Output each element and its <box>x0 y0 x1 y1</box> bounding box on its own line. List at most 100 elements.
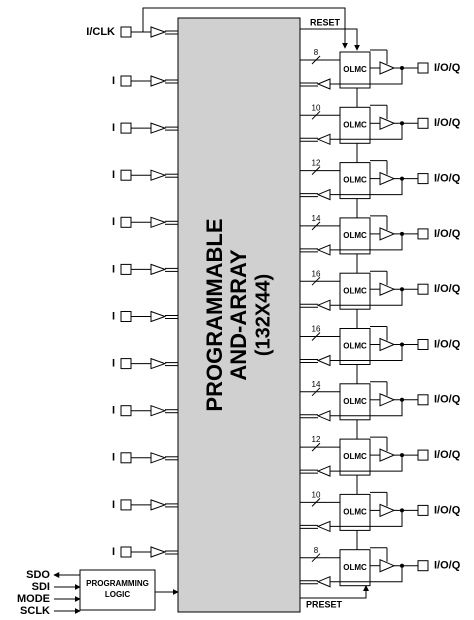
feedback-wire <box>330 289 403 306</box>
term-count: 12 <box>312 159 321 168</box>
io-pin <box>417 228 429 240</box>
io-pin <box>417 173 429 185</box>
output-buffer <box>379 393 396 407</box>
olmc-box <box>339 162 371 200</box>
feedback-buffer <box>316 133 331 146</box>
term-count: 14 <box>312 380 321 389</box>
preset-wire <box>300 584 369 599</box>
wire <box>311 221 321 231</box>
feedback-buffer <box>316 575 331 588</box>
input-pin <box>120 122 132 134</box>
array-label: AND-ARRAY <box>226 249 251 381</box>
prog-signal-label: SDO <box>26 569 50 581</box>
input-buffer <box>150 216 167 229</box>
array-label: (132X44) <box>252 274 274 356</box>
output-buffer <box>379 116 396 131</box>
input-pin <box>120 499 132 511</box>
input-pin <box>120 26 132 38</box>
prog-signal-label: MODE <box>17 593 50 605</box>
preset-label: PRESET <box>306 599 343 609</box>
node <box>400 453 404 458</box>
input-buffer <box>150 499 167 511</box>
io-pin <box>417 62 429 74</box>
output-buffer <box>379 282 396 296</box>
output-buffer <box>379 227 396 241</box>
node <box>400 176 404 181</box>
olmc-label: OLMC <box>343 397 367 406</box>
olmc-box <box>339 383 371 421</box>
wire <box>311 387 321 397</box>
input-buffer <box>150 546 167 558</box>
io-pin <box>417 394 429 406</box>
term-count: 16 <box>312 269 321 278</box>
input-pin <box>120 358 132 370</box>
input-pin <box>120 216 132 228</box>
feedback-wire <box>330 233 403 251</box>
feedback-wire <box>330 68 403 85</box>
feedback-wire <box>330 344 403 361</box>
olmc-label: OLMC <box>343 176 367 185</box>
input-pin <box>120 75 132 87</box>
input-pin <box>120 405 132 417</box>
io-label: I/O/Q <box>434 173 461 185</box>
term-count: 14 <box>312 214 321 223</box>
io-pin <box>417 339 429 350</box>
olmc-label: OLMC <box>343 120 367 129</box>
olmc-box <box>339 106 371 144</box>
node <box>400 508 404 513</box>
olmc-box <box>339 438 371 476</box>
term-count: 16 <box>312 325 321 334</box>
output-buffer <box>379 558 396 573</box>
wire <box>311 55 321 65</box>
input-label: I <box>112 452 115 464</box>
input-label: I/CLK <box>86 26 115 38</box>
input-buffer <box>150 263 167 276</box>
input-buffer <box>150 404 167 417</box>
and-array <box>177 17 301 613</box>
input-label: I <box>112 122 115 134</box>
olmc-box <box>339 549 371 587</box>
io-pin <box>417 449 429 461</box>
io-pin <box>417 117 429 129</box>
node <box>400 563 404 568</box>
prog-logic-box <box>79 569 156 611</box>
input-buffer <box>150 122 167 134</box>
input-buffer <box>150 310 167 323</box>
input-label: I <box>112 358 115 370</box>
io-label: I/O/Q <box>434 394 461 406</box>
input-pin <box>120 452 132 464</box>
output-buffer <box>379 503 396 518</box>
input-pin <box>120 169 132 181</box>
io-label: I/O/Q <box>434 504 461 516</box>
prog-logic-label: PROGRAMMING <box>86 579 149 588</box>
feedback-buffer <box>316 465 331 477</box>
reset-wire <box>300 28 360 51</box>
olmc-label: OLMC <box>343 342 367 351</box>
input-label: I <box>112 263 115 275</box>
prog-signal-label: SDI <box>32 581 50 593</box>
array-label: PROGRAMMABLE <box>202 218 227 411</box>
io-label: I/O/Q <box>434 228 461 240</box>
input-label: I <box>112 75 115 87</box>
io-label: I/O/Q <box>434 338 461 350</box>
io-label: I/O/Q <box>434 62 461 74</box>
output-buffer <box>379 171 396 186</box>
input-buffer <box>150 26 167 38</box>
olmc-box <box>339 328 371 365</box>
io-pin <box>417 560 429 572</box>
input-pin <box>120 263 132 275</box>
wire <box>311 276 321 286</box>
olmc-label: OLMC <box>343 286 367 295</box>
olmc-label: OLMC <box>343 452 367 461</box>
olmc-box <box>339 272 371 310</box>
input-buffer <box>150 169 167 181</box>
io-pin <box>417 283 429 295</box>
olmc-label: OLMC <box>343 231 367 240</box>
io-label: I/O/Q <box>434 117 461 129</box>
input-pin <box>120 546 132 558</box>
io-pin <box>417 504 429 516</box>
output-buffer <box>379 61 396 75</box>
term-count: 8 <box>314 48 319 57</box>
node <box>400 287 404 292</box>
